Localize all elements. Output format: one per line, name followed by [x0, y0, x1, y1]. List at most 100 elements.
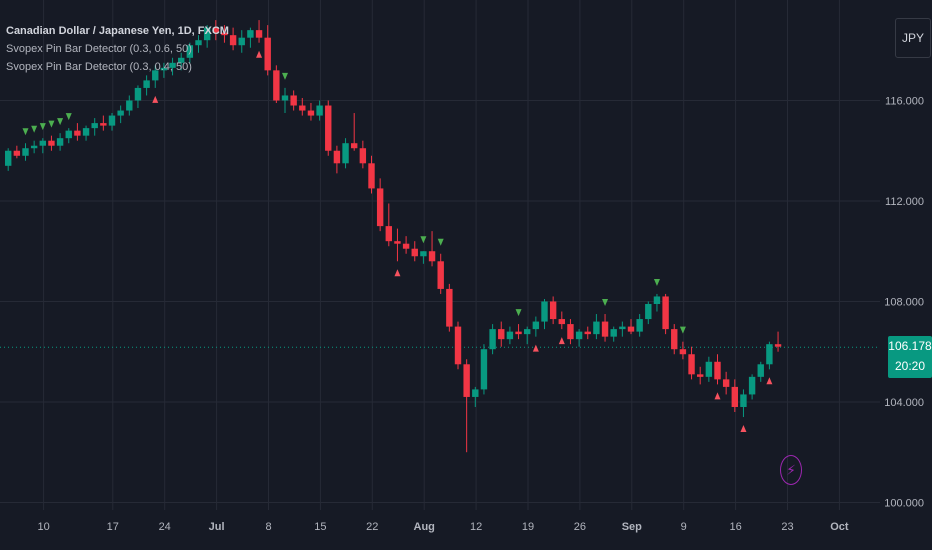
candle-body [65, 130, 72, 139]
currency-button[interactable]: JPY [895, 18, 931, 58]
candle [610, 326, 617, 342]
bear-signal-marker [256, 50, 263, 58]
candle-body [143, 80, 150, 88]
time-tick-label: 17 [107, 521, 119, 533]
candle-body [351, 143, 358, 149]
candle [229, 27, 237, 51]
candle [255, 20, 263, 43]
candle-body [697, 374, 704, 377]
time-tick-label: 24 [159, 521, 171, 533]
candle [178, 52, 185, 71]
last-price-value: 106.178 [888, 339, 932, 353]
bear-signal-marker [558, 337, 565, 345]
candle-body [575, 331, 583, 340]
candle [100, 115, 107, 131]
bull-signal-marker [282, 72, 288, 80]
candle-body [108, 115, 116, 126]
candle [143, 75, 150, 96]
candle [117, 105, 124, 124]
candle-body [420, 251, 427, 257]
candle-body [30, 145, 38, 149]
candle [394, 228, 401, 262]
candle [411, 241, 418, 262]
candle [584, 326, 591, 340]
candle-body [22, 148, 29, 156]
candle [264, 25, 271, 76]
candle-body [653, 296, 661, 304]
chart-legend: Canadian Dollar / Japanese Yen, 1D, FXCM… [6, 22, 229, 76]
bear-signal-marker [740, 425, 747, 433]
candle-body [748, 376, 756, 395]
candle-body [126, 100, 133, 111]
candle-body [13, 150, 21, 156]
time-tick-label: 15 [314, 521, 326, 533]
candle [757, 361, 764, 382]
candle-body [316, 105, 323, 116]
candle [532, 316, 540, 337]
candle-body [506, 331, 514, 340]
candle [722, 371, 730, 395]
candle [524, 326, 531, 345]
candle [748, 374, 756, 400]
candle [541, 298, 548, 330]
candle-body [627, 326, 635, 332]
bull-signal-marker [65, 113, 72, 121]
candle-body [593, 321, 600, 335]
candle [446, 283, 453, 332]
candle-body [567, 324, 574, 340]
time-tick-label: 8 [265, 521, 271, 533]
candle-body [679, 349, 687, 355]
candle-body [100, 123, 107, 126]
candle-body [402, 243, 410, 249]
candle-body [342, 143, 349, 164]
candle-body [411, 248, 418, 257]
candle [134, 85, 142, 109]
candle [169, 57, 176, 76]
bull-signal-marker [679, 326, 686, 334]
candle-body [5, 150, 12, 166]
candle [766, 341, 773, 370]
candle-body [601, 321, 609, 337]
candle [152, 65, 159, 88]
candle [662, 293, 669, 335]
candle-body [757, 364, 764, 377]
candle [506, 326, 514, 345]
indicator-2-label[interactable]: Svopex Pin Bar Detector (0.3, 0.4, 50) [6, 61, 192, 73]
candle-body [619, 326, 626, 330]
candle-body [203, 27, 211, 41]
candle [65, 128, 72, 144]
candle [593, 314, 600, 340]
candle [454, 321, 462, 370]
time-tick-label: 19 [522, 521, 534, 533]
time-axis[interactable]: 10 17 24 Jul 8 15 22 Aug 12 19 26 Sep 9 16 23 Oct [37, 521, 848, 533]
bull-signal-marker [31, 125, 38, 133]
candle [13, 145, 21, 159]
candle-body [195, 40, 202, 46]
time-tick-label: 10 [37, 521, 49, 533]
candle [290, 90, 297, 111]
bull-signal-marker [437, 238, 444, 246]
candle-body [48, 140, 55, 146]
symbol-title[interactable]: Canadian Dollar / Japanese Yen, 1D, FXCM [6, 25, 229, 37]
candle [195, 35, 202, 53]
candle [5, 148, 12, 171]
candle [472, 386, 479, 407]
indicator-1-label[interactable]: Svopex Pin Bar Detector (0.3, 0.6, 50) [6, 43, 192, 55]
candle [74, 123, 81, 141]
candle [705, 356, 713, 382]
candle-body [489, 329, 496, 350]
candle [385, 203, 392, 247]
time-tick-label: Oct [830, 521, 849, 533]
candle [774, 331, 782, 352]
candle [56, 133, 64, 151]
lightning-icon[interactable]: ⚡ [780, 455, 802, 485]
candle-body [428, 251, 436, 262]
bear-signal-marker [394, 269, 401, 277]
candle-body [325, 105, 332, 151]
price-axis[interactable]: 116.000 112.000 108.000 104.000 100.000 [884, 95, 924, 509]
candle-body [558, 319, 565, 325]
candle-body [515, 331, 522, 335]
candle [351, 113, 358, 151]
candle [48, 135, 55, 151]
